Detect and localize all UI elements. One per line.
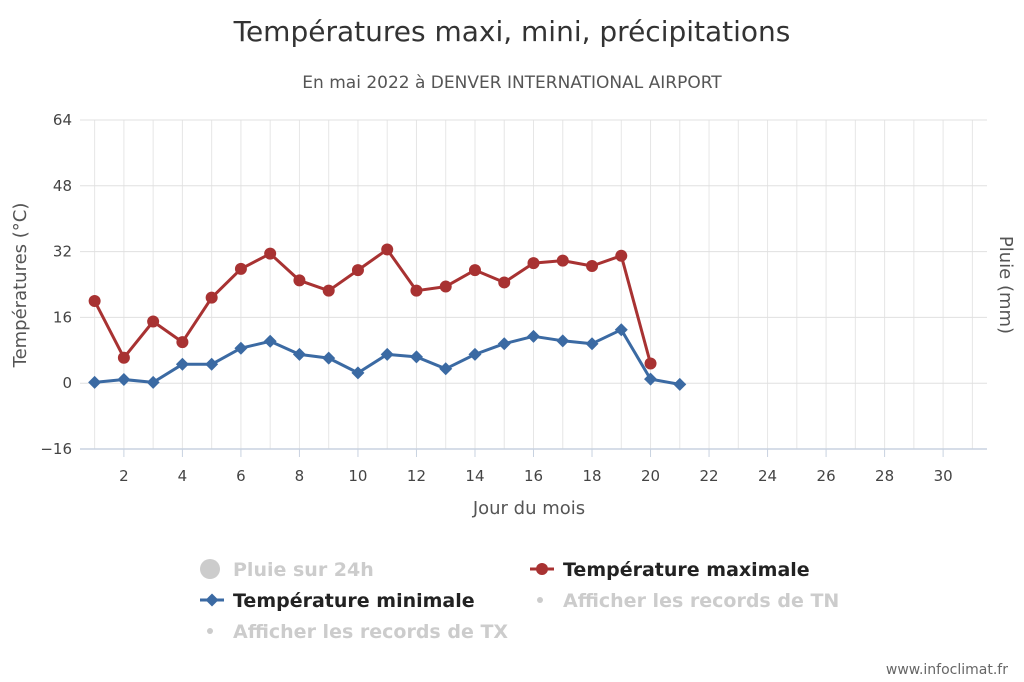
tmax-point[interactable]	[586, 259, 599, 272]
tmax-point[interactable]	[88, 294, 101, 307]
legend-dot-icon	[537, 597, 543, 603]
tmin-point[interactable]	[380, 347, 394, 361]
y-axis-title: Températures (°C)	[10, 203, 31, 369]
tmin-point[interactable]	[263, 334, 277, 348]
tmax-point[interactable]	[234, 262, 247, 275]
legend-tn-records[interactable]: Afficher les records de TN	[537, 590, 839, 612]
tmax-point[interactable]	[264, 247, 277, 260]
x-tick-label: 16	[524, 467, 543, 485]
x-tick-label: 6	[236, 467, 246, 485]
credit-text[interactable]: www.infoclimat.fr	[886, 662, 1008, 678]
x-tick-label: 2	[119, 467, 129, 485]
x-tick-label: 26	[817, 467, 836, 485]
legend-label: Pluie sur 24h	[233, 559, 374, 581]
tmax-point[interactable]	[322, 284, 335, 297]
tmax-point[interactable]	[410, 284, 423, 297]
tmax-point[interactable]	[498, 276, 511, 289]
y-tick-label: 48	[53, 177, 72, 195]
legend-label: Température maximale	[563, 559, 810, 581]
tmin-point[interactable]	[409, 350, 423, 364]
x-tick-label: 18	[582, 467, 601, 485]
tmax-point[interactable]	[117, 351, 130, 364]
legend-label: Afficher les records de TN	[563, 590, 839, 612]
tmin-point[interactable]	[205, 357, 219, 371]
tmax-point[interactable]	[205, 291, 218, 304]
legend-tmax[interactable]: Température maximale	[530, 559, 810, 581]
tmin-point[interactable]	[351, 366, 365, 380]
legend: Pluie sur 24h Température maximale Tempéra…	[200, 559, 839, 643]
x-tick-label: 10	[348, 467, 367, 485]
y-tick-label: −16	[40, 440, 72, 458]
legend-circle-icon	[200, 559, 220, 579]
tmin-point[interactable]	[527, 329, 540, 343]
x-axis-title: Jour du mois	[472, 498, 585, 519]
legend-dot-icon	[207, 628, 213, 634]
x-tick-label: 24	[758, 467, 777, 485]
tmin-point[interactable]	[117, 372, 131, 386]
x-tick-label: 28	[875, 467, 894, 485]
legend-label: Afficher les records de TX	[233, 621, 508, 643]
tmin-point[interactable]	[234, 341, 248, 355]
tmax-point[interactable]	[147, 315, 160, 328]
tmax-point[interactable]	[293, 274, 306, 287]
y2-axis-title: Pluie (mm)	[995, 236, 1016, 334]
tmin-point[interactable]	[614, 323, 628, 337]
y-tick-label: 32	[53, 243, 72, 261]
tmin-point[interactable]	[322, 351, 336, 365]
tmin-point[interactable]	[585, 337, 599, 351]
tmin-point[interactable]	[439, 362, 453, 376]
x-tick-label: 8	[295, 467, 305, 485]
series	[88, 243, 687, 391]
tmax-point[interactable]	[644, 357, 657, 370]
tmax-point[interactable]	[468, 264, 481, 277]
tmax-point[interactable]	[176, 336, 189, 349]
y-tick-label: 64	[53, 111, 72, 129]
legend-rain[interactable]: Pluie sur 24h	[200, 559, 374, 581]
tmax-line	[93, 248, 652, 364]
tmax-point[interactable]	[556, 254, 569, 267]
tmax-point[interactable]	[439, 280, 452, 293]
legend-tx-records[interactable]: Afficher les records de TX	[207, 621, 508, 643]
legend-label: Température minimale	[233, 590, 475, 612]
tmin-point[interactable]	[292, 347, 306, 361]
tmin-point[interactable]	[88, 375, 102, 389]
tmin-point[interactable]	[497, 337, 511, 351]
legend-tmin[interactable]: Température minimale	[200, 590, 475, 612]
y-tick-label: 16	[53, 308, 72, 326]
chart-title: Températures maxi, mini, précipitations	[233, 15, 791, 48]
chart-subtitle: En mai 2022 à DENVER INTERNATIONAL AIRPO…	[302, 73, 722, 93]
legend-circle-icon	[536, 563, 548, 575]
grid	[80, 119, 987, 450]
tmin-point[interactable]	[175, 357, 189, 371]
x-tick-label: 20	[641, 467, 660, 485]
x-tick-label: 12	[407, 467, 426, 485]
tmin-point[interactable]	[556, 334, 570, 348]
legend-diamond-icon	[205, 593, 219, 607]
x-tick-label: 14	[465, 467, 484, 485]
tmin-point[interactable]	[644, 372, 658, 386]
tmax-point[interactable]	[351, 264, 364, 277]
x-tick-label: 22	[700, 467, 719, 485]
tmin-point[interactable]	[673, 377, 687, 391]
tmin-point[interactable]	[468, 347, 482, 361]
tmax-point[interactable]	[381, 243, 394, 256]
x-tick-label: 4	[178, 467, 188, 485]
tmax-point[interactable]	[615, 249, 628, 262]
x-tick-label: 30	[934, 467, 953, 485]
tmin-point[interactable]	[146, 375, 160, 389]
tmax-point[interactable]	[527, 257, 540, 270]
y-tick-label: 0	[62, 374, 72, 392]
